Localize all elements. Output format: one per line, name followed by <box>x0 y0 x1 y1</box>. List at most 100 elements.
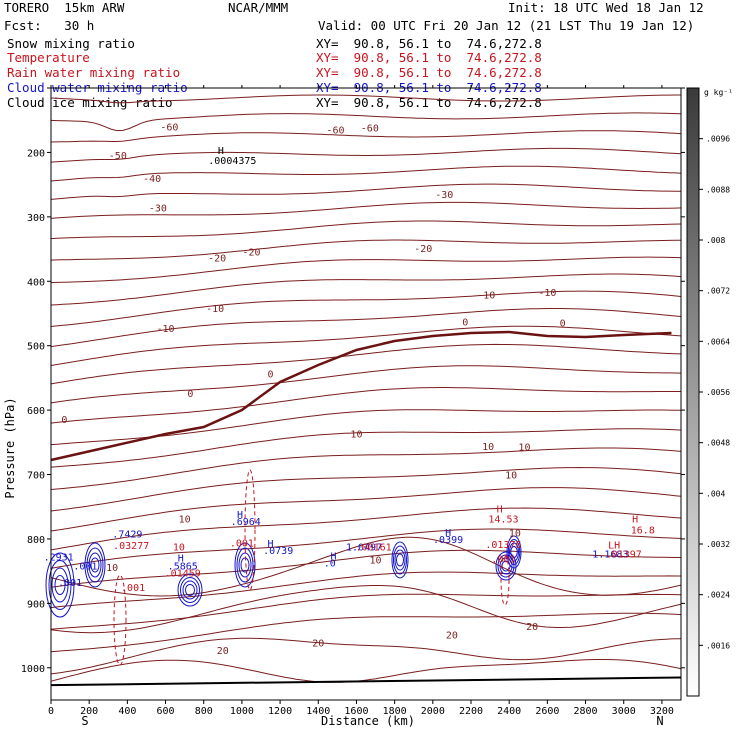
maximum-label: .0004375 <box>208 156 256 167</box>
cloud-water-contour <box>54 575 66 595</box>
maximum-label: .7429 <box>112 529 142 540</box>
cloud-water-contour <box>236 547 254 583</box>
cloud-water-contour <box>391 541 409 579</box>
temperature-isotherm <box>50 466 682 512</box>
maximum-label: 1.1683 <box>592 550 628 561</box>
agency-title: NCAR/MMM <box>228 0 289 15</box>
maximum-label: 16.8 <box>631 526 655 537</box>
colorbar <box>686 87 700 697</box>
y-tick-label: 300 <box>27 213 45 224</box>
contour-labels: -60 -60 -60 -50 -40 -30 -30 -20 -20 -20 -10 -10 -10 -… <box>44 122 655 656</box>
x-tick-label: 2800 <box>573 706 597 717</box>
cloud-water-contour <box>185 584 195 596</box>
colorbar-tick-label: .0048 <box>706 439 730 448</box>
temperature-isotherm <box>50 447 682 490</box>
temperature-isotherm <box>50 343 682 385</box>
temperature-label: -30 <box>149 204 167 215</box>
maximum-label: .01459 <box>165 569 201 580</box>
model-title: TORERO 15km ARW <box>4 0 125 15</box>
temperature-label: -20 <box>208 253 226 264</box>
temperature-label: -60 <box>326 126 344 137</box>
x-tick-label: 1600 <box>344 706 368 717</box>
x-axis-label: Distance (km) <box>321 714 415 728</box>
field-name-snow: Snow mixing ratio <box>7 36 135 51</box>
temperature-isotherm <box>50 273 682 306</box>
temperature-label: -10 <box>477 291 495 302</box>
maximum-label: .01376 <box>485 540 521 551</box>
y-tick-label: 600 <box>27 406 45 417</box>
temperature-isotherm <box>50 308 682 348</box>
temperature-label: -50 <box>109 151 127 162</box>
colorbar-tick-label: .004 <box>706 489 725 498</box>
x-tick-label: 3200 <box>650 706 674 717</box>
colorbar-tick-label: .0016 <box>706 641 730 650</box>
temperature-isotherm <box>50 290 682 327</box>
surface-line <box>50 676 682 687</box>
maximum-label: H <box>445 528 451 539</box>
maximum-label: H <box>632 515 638 526</box>
temperature-isotherm <box>50 387 681 424</box>
temperature-isotherm <box>50 201 682 219</box>
maximum-label: .001 <box>73 562 97 573</box>
y-tick-label: 900 <box>27 599 45 610</box>
field-xy-snow: XY= 90.8, 56.1 to 74.6,272.8 <box>316 36 542 51</box>
zero-isotherm <box>50 330 672 462</box>
temperature-isotherm <box>50 239 681 261</box>
temperature-label: 20 <box>217 646 229 657</box>
cloud-water-contour <box>394 549 406 571</box>
rain-water-contour <box>244 469 256 591</box>
temperature-label: 10 <box>518 442 530 453</box>
field-name-cloud-ice: Cloud ice mixing ratio <box>7 95 173 110</box>
temperature-isotherm <box>50 94 681 104</box>
maximum-label: .0 <box>324 558 336 569</box>
warm-isotherm <box>50 536 682 597</box>
maximum-label: .03277 <box>113 541 149 552</box>
temperature-label: 10 <box>179 515 191 526</box>
maximum-label: H <box>218 146 224 157</box>
x-tick-label: 1800 <box>383 706 407 717</box>
x-tick-label: 2200 <box>459 706 483 717</box>
cloud-water-contour <box>90 557 100 573</box>
temperature-label: -10 <box>206 304 224 315</box>
end-label: N <box>656 714 663 728</box>
cloud-water-contour <box>51 567 69 603</box>
temperature-isotherm <box>50 220 682 240</box>
cloud-water-contour <box>180 577 200 603</box>
maximum-label: 14.53 <box>488 515 518 526</box>
cloud-water-contour <box>396 553 404 567</box>
x-tick-label: 1000 <box>230 706 254 717</box>
x-tick-label: 600 <box>157 706 175 717</box>
field-xy-cloud-ice: XY= 90.8, 56.1 to 74.6,272.8 <box>316 95 542 110</box>
y-tick-label: 200 <box>27 148 45 159</box>
rain-water-contour <box>500 554 510 606</box>
temperature-label: 0 <box>268 369 274 380</box>
temperature-label: 10 <box>509 529 521 540</box>
temperature-isotherm <box>50 428 682 468</box>
maximum-label: .01397 <box>606 550 642 561</box>
temperature-isotherm <box>50 528 682 569</box>
temperature-label: -20 <box>414 244 432 255</box>
colorbar-tick-label: .0024 <box>706 591 730 600</box>
y-axis-label: Pressure (hPa) <box>3 397 17 498</box>
cloud-water-contour <box>86 547 104 583</box>
temperature-label: -60 <box>361 124 379 135</box>
temperature-label: 10 <box>482 442 494 453</box>
temperature-isotherm <box>50 593 682 630</box>
maximum-label: .001 <box>491 555 515 566</box>
hydrometeor-contours <box>45 469 522 666</box>
maximum-label: LH <box>608 540 620 551</box>
temperature-isotherm <box>50 571 681 609</box>
temperature-isotherm <box>50 183 681 200</box>
temperature-label: 10 <box>370 556 382 567</box>
temperature-isotherm <box>50 507 682 551</box>
x-tick-label: 0 <box>48 706 54 717</box>
start-label: S <box>81 714 88 728</box>
temperature-label: 20 <box>526 622 538 633</box>
x-tick-label: 400 <box>118 706 136 717</box>
temperature-label: -10 <box>538 288 556 299</box>
temperature-label: 20 <box>446 631 458 642</box>
temperature-label: 10 <box>106 563 118 574</box>
cloud-water-contour <box>45 552 75 618</box>
maximum-label: .2931 <box>44 552 74 563</box>
